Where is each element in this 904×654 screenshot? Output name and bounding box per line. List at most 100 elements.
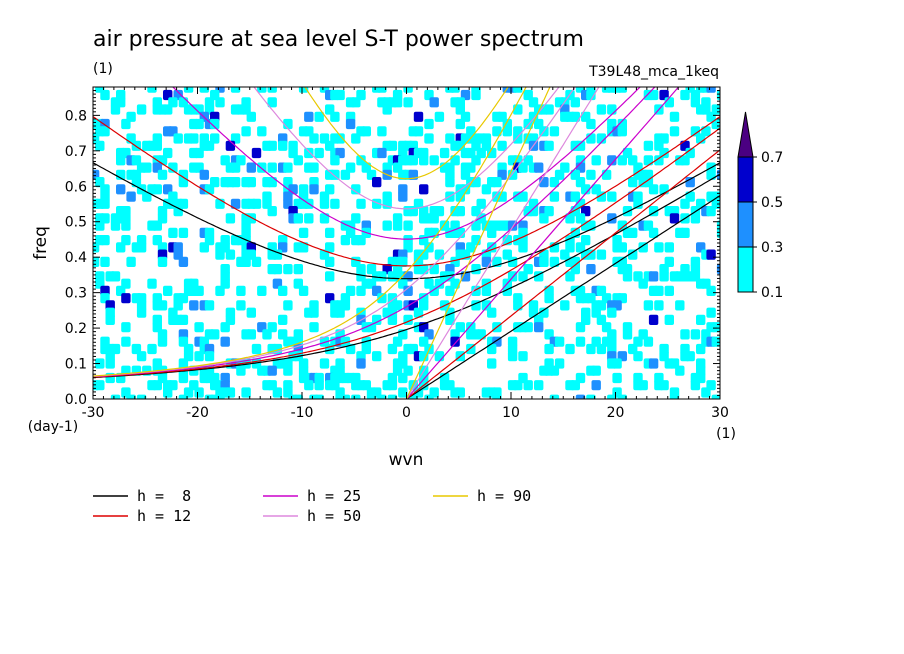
contour-cell xyxy=(403,87,413,93)
contour-cell xyxy=(283,365,293,376)
contour-cell xyxy=(487,343,497,355)
contour-cell xyxy=(513,380,523,391)
contour-cell xyxy=(377,87,387,93)
contour-cell xyxy=(110,394,121,399)
legend-label-h50: h = 50 xyxy=(307,507,361,525)
contour-cell xyxy=(100,256,110,267)
contour-cell xyxy=(445,314,455,325)
contour-cell xyxy=(528,206,539,217)
contour-cell xyxy=(654,155,664,166)
contour-cell xyxy=(487,227,497,238)
curve-h12-mrg xyxy=(93,127,720,378)
contour-cell xyxy=(304,111,314,122)
contour-cell xyxy=(225,213,236,224)
contour-cell xyxy=(100,89,110,101)
contour-cell xyxy=(272,264,283,275)
contour-cell xyxy=(617,126,627,137)
contour-cell xyxy=(617,394,627,399)
contour-cell xyxy=(518,242,528,253)
contour-cell xyxy=(356,358,366,369)
contour-cell xyxy=(251,198,262,209)
contour-cell xyxy=(586,169,596,180)
contour-cell xyxy=(246,111,256,122)
contour-cell xyxy=(575,336,586,347)
contour-cell xyxy=(157,300,168,311)
contour-cell xyxy=(345,118,356,130)
contour-cell xyxy=(408,206,418,217)
contour-cell xyxy=(251,147,262,159)
contour-cell xyxy=(471,220,481,231)
contour-cell xyxy=(617,242,627,253)
contour-cell xyxy=(147,343,157,355)
contour-cell xyxy=(121,118,131,130)
contour-cell xyxy=(669,213,680,224)
contour-cell xyxy=(429,155,439,166)
curve-h8-mrg xyxy=(93,173,720,379)
contour-cell xyxy=(701,387,711,398)
contour-cell xyxy=(251,256,262,267)
contour-cell xyxy=(220,336,230,347)
contour-cell xyxy=(392,97,403,108)
contour-cell xyxy=(100,198,110,209)
contour-cell xyxy=(194,322,204,333)
contour-cell xyxy=(507,351,518,362)
y-tick-label: 0.6 xyxy=(65,179,87,195)
contour-cell xyxy=(382,220,392,231)
contour-cell xyxy=(304,147,314,159)
contour-cell xyxy=(225,387,236,398)
x-tick-label: 30 xyxy=(711,405,729,421)
contour-cell xyxy=(377,147,387,159)
contour-cell xyxy=(706,169,716,180)
contour-cell xyxy=(638,242,648,253)
contour-cell xyxy=(539,213,549,224)
x-tick-label: -10 xyxy=(291,405,314,421)
contour-cell xyxy=(487,358,497,369)
contour-cell xyxy=(413,307,424,318)
legend-label-h12: h = 12 xyxy=(137,507,191,525)
contour-cell xyxy=(424,394,434,399)
contour-cell xyxy=(403,285,413,296)
contour-cell xyxy=(560,300,570,311)
contour-cell xyxy=(372,177,382,188)
contour-cell xyxy=(492,126,502,137)
contour-cell xyxy=(622,329,633,340)
contour-cell xyxy=(382,104,392,115)
contour-cell xyxy=(194,285,204,296)
contour-cell xyxy=(669,126,680,137)
curve-h25-ig xyxy=(172,87,641,240)
contour-cell xyxy=(549,126,560,137)
contour-cell xyxy=(408,155,418,166)
contour-cell xyxy=(534,380,544,391)
contour-cell xyxy=(596,343,607,355)
contour-cell xyxy=(325,256,335,267)
contour-cell xyxy=(178,177,189,188)
contour-cell xyxy=(492,177,502,188)
contour-cell xyxy=(654,285,664,296)
contour-cell xyxy=(136,104,147,115)
contour-cell xyxy=(173,206,183,217)
contour-cell xyxy=(544,343,554,355)
contour-cell xyxy=(199,242,209,253)
contour-cell xyxy=(518,191,528,202)
chart-title: air pressure at sea level S-T power spec… xyxy=(93,27,584,52)
contour-cell xyxy=(372,351,382,362)
contour-cell xyxy=(664,242,674,253)
colorbar-segment xyxy=(737,156,754,203)
contour-cell xyxy=(157,256,168,267)
contour-cell xyxy=(241,126,251,137)
contour-cell xyxy=(622,206,633,217)
contour-cell xyxy=(502,126,512,137)
contour-cell xyxy=(366,322,377,333)
curve-h8-kelvin xyxy=(406,195,720,399)
contour-cell xyxy=(267,87,277,93)
contour-cell xyxy=(267,206,277,217)
contour-cell xyxy=(246,307,256,318)
contour-cell xyxy=(236,300,246,311)
contour-cell xyxy=(570,380,580,391)
contour-cell xyxy=(257,285,267,296)
contour-cell xyxy=(575,394,586,399)
contour-cell xyxy=(487,307,497,318)
contour-cell xyxy=(189,300,199,311)
contour-cell xyxy=(607,155,617,166)
contour-cell xyxy=(387,394,398,399)
